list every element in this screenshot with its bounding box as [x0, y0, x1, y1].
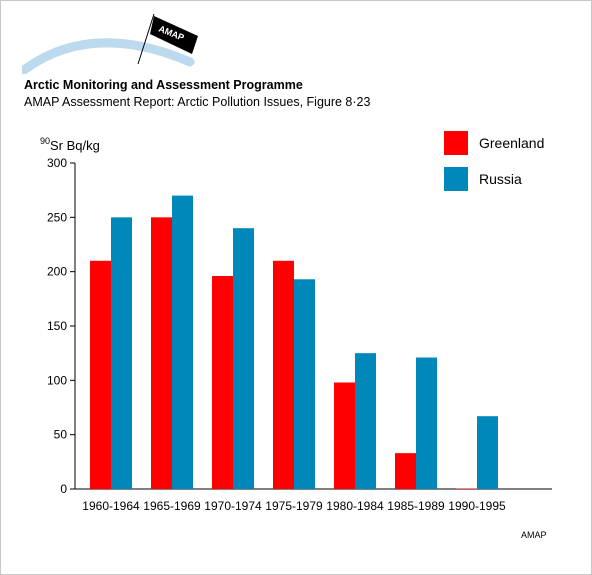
bar-greenland: [456, 488, 477, 489]
bar-russia: [355, 353, 376, 489]
y-axis-label-text: Sr Bq/kg: [50, 138, 100, 153]
y-tick-label: 150: [47, 319, 67, 333]
logo-pole: [137, 13, 155, 65]
amap-logo: AMAP: [22, 13, 198, 74]
y-tick-label: 100: [47, 373, 67, 387]
bar-russia: [233, 228, 254, 489]
x-tick-label: 1990-1995: [448, 499, 506, 513]
legend-swatch-greenland: [444, 131, 468, 155]
legend-swatch-russia: [444, 167, 468, 191]
bar-russia: [172, 195, 193, 489]
y-axis-label-superscript: 90: [40, 136, 50, 146]
bar-greenland: [151, 217, 172, 490]
bar-russia: [477, 416, 498, 489]
y-tick-label: 0: [60, 482, 67, 496]
y-tick-label: 50: [54, 428, 68, 442]
page-subtitle: AMAP Assessment Report: Arctic Pollution…: [24, 95, 371, 109]
x-tick-label: 1970-1974: [204, 499, 262, 513]
bar-greenland: [273, 260, 294, 489]
logo-flag: [150, 16, 198, 54]
legend-label-greenland: Greenland: [479, 135, 544, 151]
bar-russia: [111, 217, 132, 490]
y-tick-label: 250: [47, 210, 67, 224]
bar-greenland: [395, 453, 416, 489]
y-tick-label: 300: [47, 156, 67, 170]
bar-russia: [416, 357, 437, 489]
credit-label: AMAP: [521, 530, 547, 540]
legend-label-russia: Russia: [479, 171, 522, 187]
logo-arc: [22, 38, 195, 74]
y-axis-label: 90Sr Bq/kg: [40, 136, 100, 153]
y-tick-label: 200: [47, 265, 67, 279]
x-tick-label: 1985-1989: [387, 499, 445, 513]
x-tick-label: 1960-1964: [82, 499, 140, 513]
x-tick-label: 1965-1969: [143, 499, 201, 513]
x-tick-label: 1980-1984: [326, 499, 384, 513]
bar-greenland: [90, 260, 111, 489]
x-tick-label: 1975-1979: [265, 499, 323, 513]
page-title: Arctic Monitoring and Assessment Program…: [24, 78, 303, 92]
bar-russia: [294, 279, 315, 489]
bar-greenland: [212, 276, 233, 489]
bar-greenland: [334, 382, 355, 489]
